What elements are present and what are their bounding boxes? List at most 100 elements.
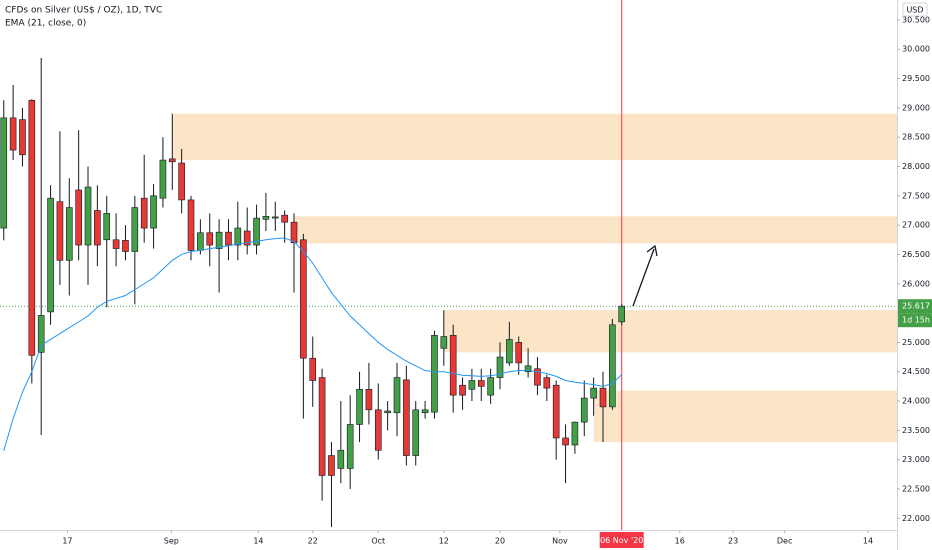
candle-body (384, 410, 391, 414)
candle-body (356, 388, 363, 425)
x-tick-label: 17 (62, 537, 72, 546)
x-tick-label: Sep (164, 537, 179, 546)
candle-body (496, 356, 504, 378)
candle-body (571, 421, 579, 446)
x-tick-label: 20 (495, 537, 505, 546)
y-tick-label: 27.500 (902, 191, 930, 200)
ema-line (3, 237, 623, 451)
countdown-box (898, 313, 932, 328)
y-tick-label: 22.500 (902, 484, 930, 493)
candle-body (140, 197, 148, 229)
candle-body (253, 217, 260, 246)
candle-body (580, 397, 588, 423)
y-tick-label: 28.500 (902, 133, 930, 142)
candle-body (187, 199, 195, 251)
candle-body (365, 388, 373, 411)
y-tick-label: 24.500 (902, 367, 930, 376)
candle-body (440, 336, 448, 349)
candle-body (243, 230, 251, 246)
x-tick-label: Dec (777, 537, 792, 546)
candle-body (75, 189, 82, 246)
price-label-box (898, 299, 932, 314)
candle-body (84, 186, 92, 246)
y-tick-label: 30.500 (902, 15, 930, 24)
candle-body (609, 324, 616, 408)
crosshair-label: 06 Nov '20 (600, 536, 643, 545)
chart-title: CFDs on Silver (US$ / OZ), 1D, TVC (5, 6, 162, 16)
candle-body (281, 214, 288, 223)
price-label: 25.617 (902, 302, 930, 311)
candle-body (300, 239, 307, 359)
x-tick-label: 22 (308, 537, 318, 546)
y-tick-label: 28.000 (902, 162, 930, 171)
candle-body (477, 380, 485, 387)
candle-body (449, 335, 457, 396)
countdown-label: 1d 15h (902, 316, 930, 325)
currency-badge[interactable] (902, 2, 928, 17)
zone (593, 390, 897, 443)
candle-body (309, 357, 317, 381)
y-tick-label: 25.000 (902, 338, 930, 347)
candle-body (234, 227, 242, 246)
currency-label: USD (906, 6, 923, 15)
candle-body (168, 158, 176, 163)
candle-body (225, 231, 232, 246)
y-tick-label: 26.500 (902, 250, 930, 259)
zone (172, 113, 897, 161)
candle-body (562, 437, 569, 446)
candle-body (328, 455, 335, 476)
candle-body (403, 379, 410, 456)
candle-body (150, 195, 157, 229)
indicator-label: EMA (21, close, 0) (5, 19, 86, 29)
candle-body (599, 387, 607, 408)
candle-body (215, 231, 223, 249)
candle-body (131, 207, 139, 252)
candle-body (459, 384, 466, 396)
candle-body (534, 368, 541, 386)
candle-body (543, 377, 551, 389)
candle-body (524, 365, 532, 373)
axes: 22.000 22.500 23.000 23.500 24.000 24.500 25.0… (62, 15, 932, 548)
x-tick-label: 14 (253, 537, 263, 546)
y-tick-label: 26.000 (902, 279, 930, 288)
candle-body (178, 162, 185, 201)
candle-body (374, 409, 382, 451)
candle-body (0, 117, 8, 229)
candle-body (290, 221, 298, 244)
arrow-drawing (632, 248, 655, 307)
candle-body (590, 387, 597, 399)
zone (294, 216, 898, 244)
y-tick-label: 30.000 (902, 45, 930, 54)
candle-body (346, 424, 354, 469)
candle-body (412, 409, 420, 456)
candle-body (552, 384, 560, 439)
candle-body (65, 207, 73, 261)
candle-body (468, 380, 476, 390)
candle-body (19, 119, 26, 156)
y-tick-label: 24.000 (902, 397, 930, 406)
plot (0, 0, 897, 530)
candle-body (159, 159, 167, 199)
candle-body (37, 315, 45, 353)
candle-body (206, 232, 214, 246)
candle-body (393, 377, 401, 414)
candle-body (262, 216, 270, 220)
candle-body (515, 342, 523, 364)
x-tick-label: Nov (552, 537, 568, 546)
crosshair-label-box (599, 532, 644, 548)
candle-body (56, 201, 64, 261)
arrow-head (646, 244, 658, 257)
candle-body (421, 409, 429, 414)
candle-body (487, 377, 494, 396)
candle-body (337, 449, 345, 469)
candle-body (122, 240, 129, 252)
candle-body (103, 213, 111, 241)
candle-body (197, 232, 204, 251)
x-tick-label: 14 (863, 537, 873, 546)
x-tick-label: Oct (371, 537, 385, 546)
candle-body (506, 339, 513, 364)
y-tick-label: 22.000 (902, 514, 930, 523)
x-tick-label: 23 (728, 537, 738, 546)
candle-body (618, 305, 626, 323)
